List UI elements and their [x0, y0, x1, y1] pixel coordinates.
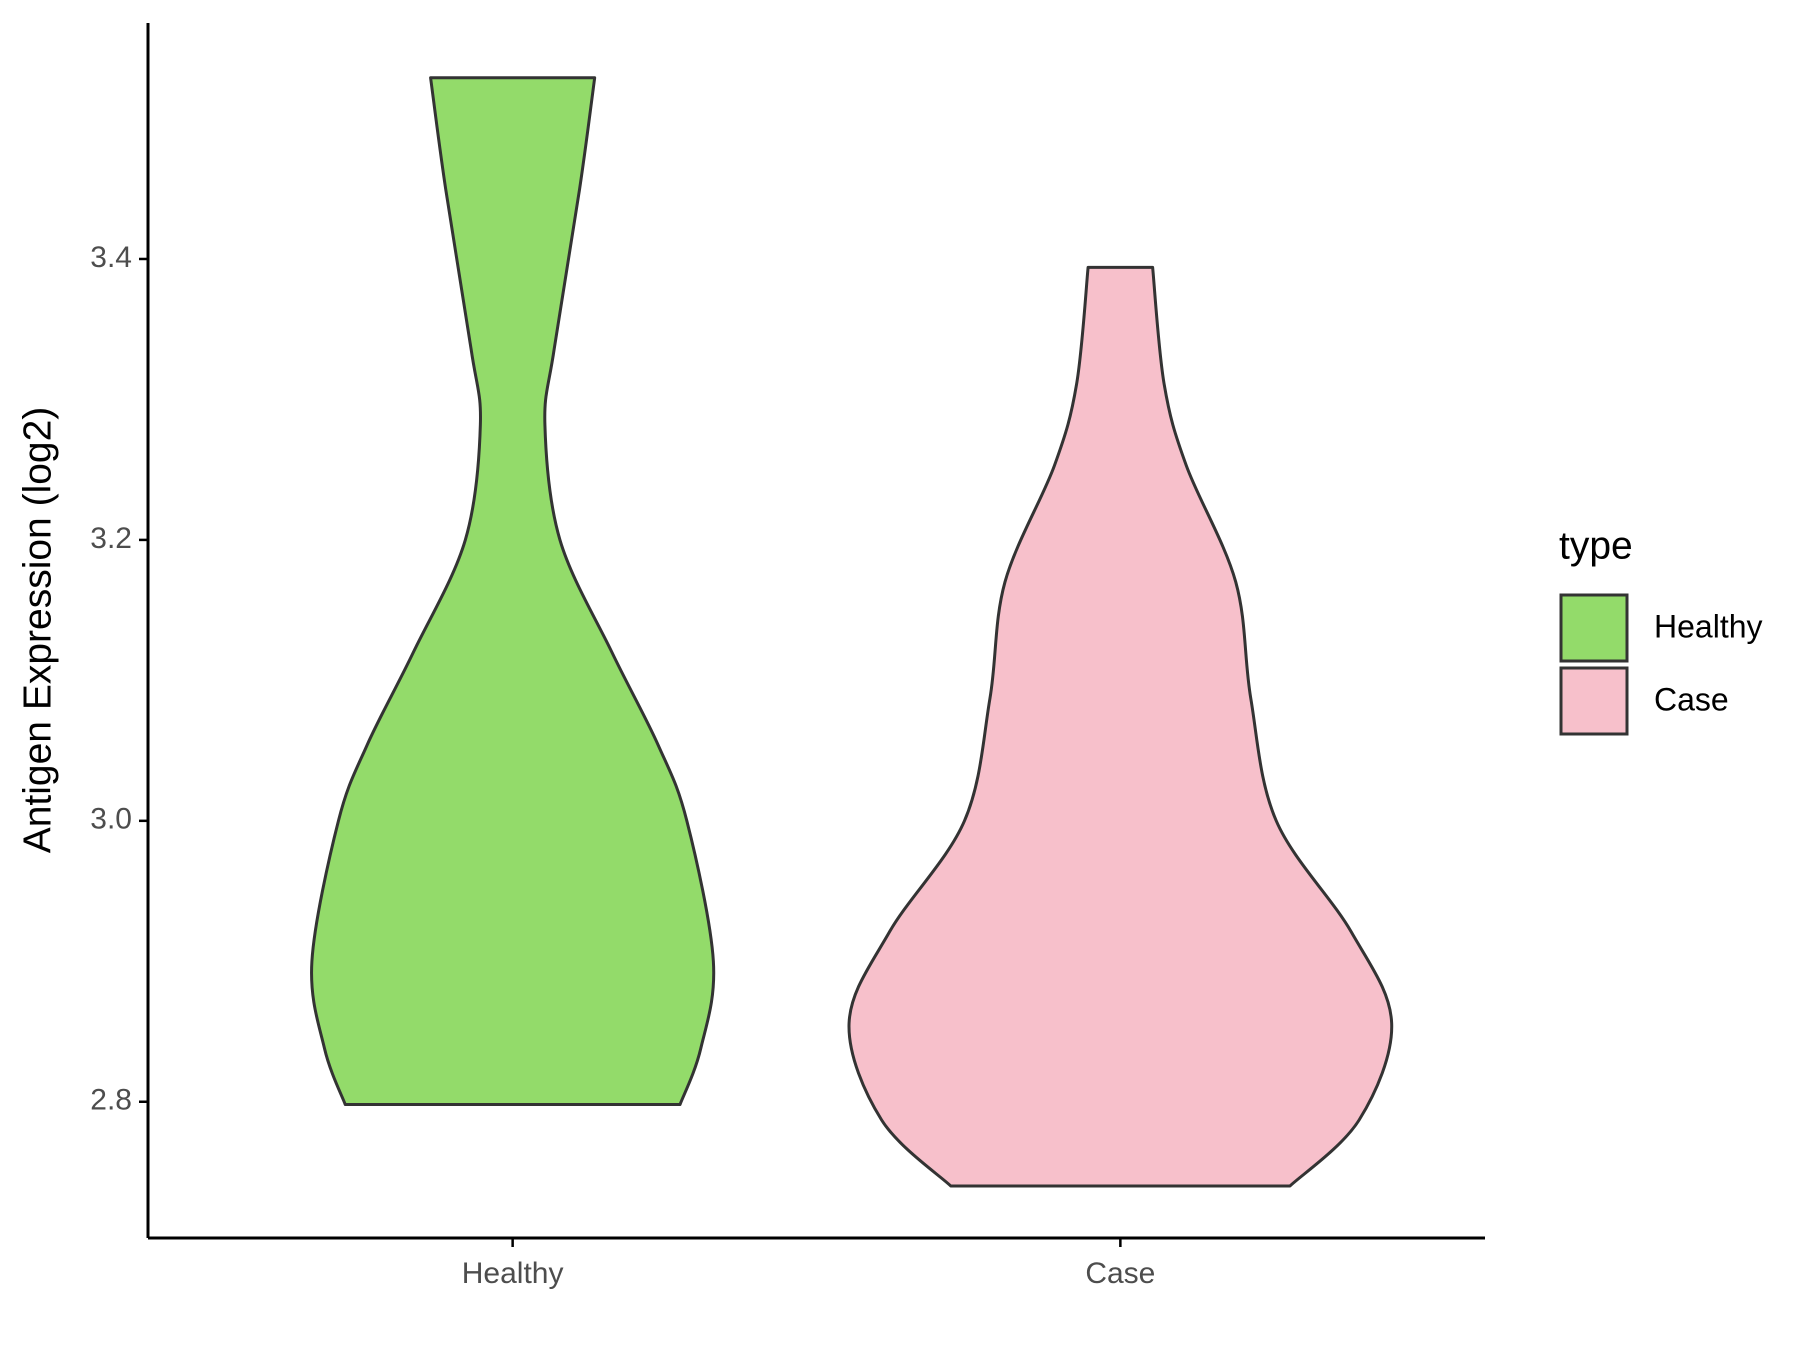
y-tick-label: 3.4 [90, 241, 132, 274]
y-axis-label: Antigen Expression (log2) [16, 407, 59, 854]
y-tick-label: 3.0 [90, 803, 132, 836]
y-tick-label: 3.2 [90, 522, 132, 555]
violin [310, 76, 716, 1107]
legend-title: type [1559, 524, 1633, 567]
x-tick-label: Healthy [462, 1257, 564, 1290]
legend-label: Case [1654, 681, 1729, 717]
y-tick-label: 2.8 [90, 1084, 132, 1117]
violin [847, 265, 1394, 1188]
legend-swatch [1559, 593, 1629, 663]
x-tick-label: Case [1085, 1257, 1155, 1290]
legend-swatch [1559, 666, 1629, 736]
legend-label: Healthy [1654, 608, 1763, 644]
